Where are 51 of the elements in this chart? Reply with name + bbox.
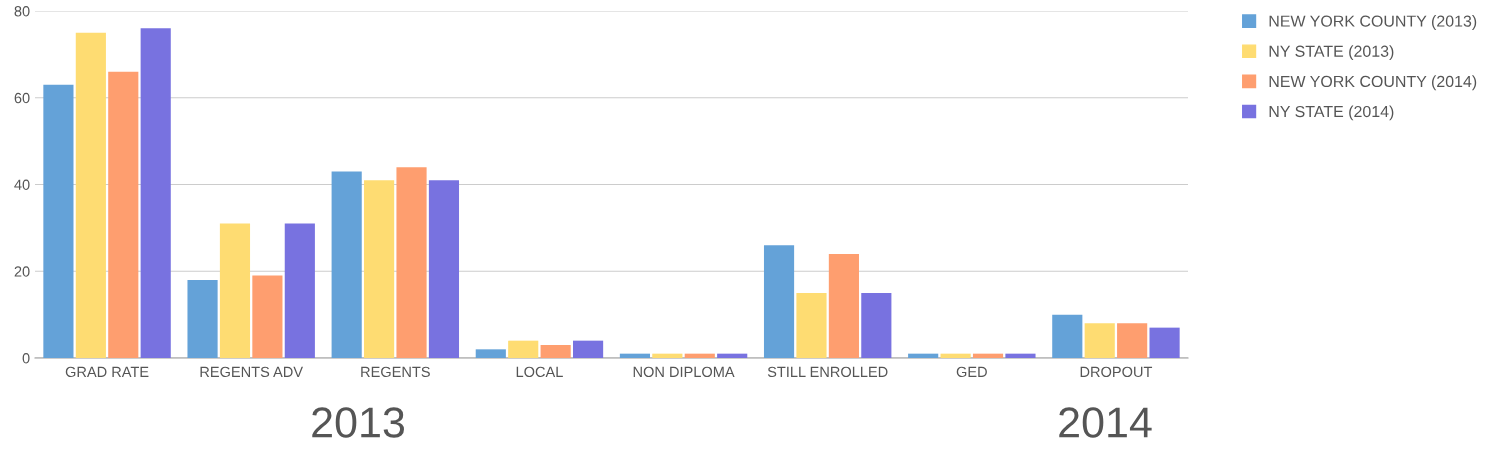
bar: [652, 353, 683, 358]
legend-label: NEW YORK COUNTY (2014): [1269, 75, 1477, 91]
bar: [1005, 353, 1036, 358]
x-tick-label: DROPOUT: [1080, 366, 1153, 378]
bar: [717, 353, 748, 358]
x-tick-label: GED: [956, 366, 987, 378]
bar: [187, 279, 218, 358]
bar: [1052, 314, 1083, 358]
bar: [573, 340, 604, 358]
x-tick-label: LOCAL: [516, 366, 563, 378]
bar: [1084, 323, 1115, 358]
bar: [219, 223, 251, 358]
bar: [43, 84, 74, 358]
legend-label: NY STATE (2013): [1269, 45, 1394, 61]
bar: [619, 353, 650, 358]
bar: [428, 180, 460, 358]
bar: [972, 353, 1004, 358]
x-tick-label: STILL ENROLLED: [767, 366, 888, 378]
bar: [75, 32, 106, 358]
bar: [108, 71, 139, 358]
bar: [364, 180, 395, 358]
y-tick-label: 80: [14, 6, 30, 17]
bar: [331, 171, 362, 358]
bar: [508, 340, 539, 358]
bar: [540, 344, 571, 358]
bar: [763, 245, 795, 358]
bar: [940, 353, 971, 358]
y-tick-label: 0: [22, 353, 30, 364]
text: 2013: [312, 407, 404, 438]
bar: [140, 28, 171, 358]
legend-label: NEW YORK COUNTY (2013): [1269, 15, 1477, 30]
bar: [861, 292, 892, 358]
bar: [1117, 323, 1148, 358]
bar: [796, 292, 827, 358]
bar: [396, 167, 427, 358]
bar: [252, 275, 283, 358]
y-tick-label: 40: [14, 179, 30, 190]
bar: [684, 353, 715, 358]
bar: [908, 353, 939, 358]
text: 2014: [1059, 407, 1152, 438]
bar: [284, 223, 315, 358]
y-tick-label: 60: [14, 92, 30, 104]
legend-label: NY STATE (2014): [1269, 105, 1394, 121]
bar: [1149, 327, 1180, 358]
x-tick-label: REGENTS: [361, 366, 430, 378]
bar: [475, 349, 506, 358]
x-tick-label: REGENTS ADV: [200, 366, 303, 378]
x-tick-label: NON DIPLOMA: [633, 366, 735, 378]
x-tick-label: GRAD RATE: [65, 366, 149, 378]
bar: [828, 253, 859, 358]
y-tick-label: 20: [14, 266, 30, 277]
